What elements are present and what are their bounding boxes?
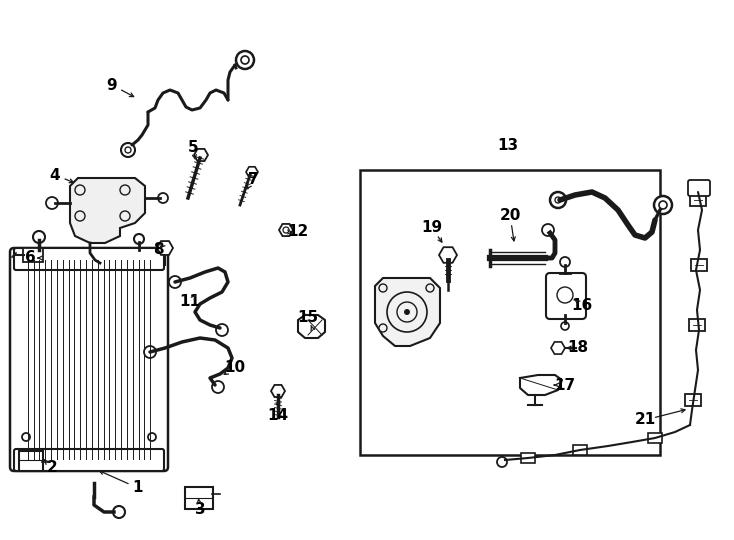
Circle shape	[22, 433, 30, 441]
Circle shape	[404, 309, 410, 315]
Circle shape	[555, 197, 561, 203]
Text: 7: 7	[247, 172, 258, 187]
FancyBboxPatch shape	[10, 248, 168, 471]
Circle shape	[236, 51, 254, 69]
Circle shape	[120, 185, 130, 195]
Circle shape	[560, 257, 570, 267]
Circle shape	[542, 224, 554, 236]
Polygon shape	[70, 178, 145, 243]
Circle shape	[387, 292, 427, 332]
Text: 10: 10	[225, 361, 246, 375]
FancyBboxPatch shape	[14, 449, 164, 471]
Circle shape	[212, 381, 224, 393]
Circle shape	[148, 433, 156, 441]
Polygon shape	[375, 278, 440, 346]
Circle shape	[561, 322, 569, 330]
Circle shape	[121, 143, 135, 157]
FancyBboxPatch shape	[19, 451, 43, 471]
Text: 9: 9	[106, 78, 117, 92]
FancyBboxPatch shape	[648, 433, 662, 443]
Text: 15: 15	[297, 310, 319, 326]
Text: 1: 1	[133, 481, 143, 496]
FancyBboxPatch shape	[185, 487, 213, 509]
Circle shape	[379, 324, 387, 332]
Text: 14: 14	[267, 408, 288, 422]
Circle shape	[33, 231, 45, 243]
Circle shape	[654, 196, 672, 214]
Circle shape	[134, 234, 144, 244]
FancyBboxPatch shape	[546, 273, 586, 319]
FancyBboxPatch shape	[690, 194, 706, 206]
Circle shape	[426, 284, 434, 292]
Text: 16: 16	[571, 298, 592, 313]
Circle shape	[659, 201, 667, 209]
FancyBboxPatch shape	[521, 453, 535, 463]
Circle shape	[113, 506, 125, 518]
Text: 11: 11	[180, 294, 200, 309]
FancyBboxPatch shape	[689, 319, 705, 331]
Circle shape	[169, 276, 181, 288]
Text: 13: 13	[498, 138, 518, 152]
Text: 6: 6	[25, 251, 35, 266]
FancyBboxPatch shape	[573, 445, 587, 455]
Text: 3: 3	[195, 503, 206, 517]
Circle shape	[283, 227, 289, 233]
Circle shape	[125, 147, 131, 153]
Circle shape	[120, 211, 130, 221]
Text: 18: 18	[567, 341, 589, 355]
Text: 21: 21	[634, 413, 655, 428]
Text: 8: 8	[153, 242, 163, 258]
Circle shape	[557, 287, 573, 303]
Circle shape	[379, 284, 387, 292]
Text: 2: 2	[47, 461, 57, 476]
Circle shape	[144, 346, 156, 358]
Circle shape	[216, 324, 228, 336]
Circle shape	[397, 302, 417, 322]
Text: 19: 19	[421, 220, 443, 235]
Circle shape	[75, 185, 85, 195]
Text: 5: 5	[188, 140, 198, 156]
Circle shape	[497, 457, 507, 467]
Circle shape	[550, 192, 566, 208]
Bar	[360, 170, 660, 455]
Text: 20: 20	[499, 207, 520, 222]
FancyBboxPatch shape	[688, 180, 710, 196]
FancyBboxPatch shape	[23, 248, 43, 262]
Text: 4: 4	[50, 167, 60, 183]
FancyBboxPatch shape	[14, 248, 164, 270]
Circle shape	[46, 197, 58, 209]
FancyBboxPatch shape	[685, 394, 701, 406]
FancyBboxPatch shape	[691, 259, 707, 271]
Circle shape	[158, 193, 168, 203]
Text: 17: 17	[554, 377, 575, 393]
Text: 12: 12	[288, 225, 308, 240]
Circle shape	[75, 211, 85, 221]
Circle shape	[241, 56, 249, 64]
